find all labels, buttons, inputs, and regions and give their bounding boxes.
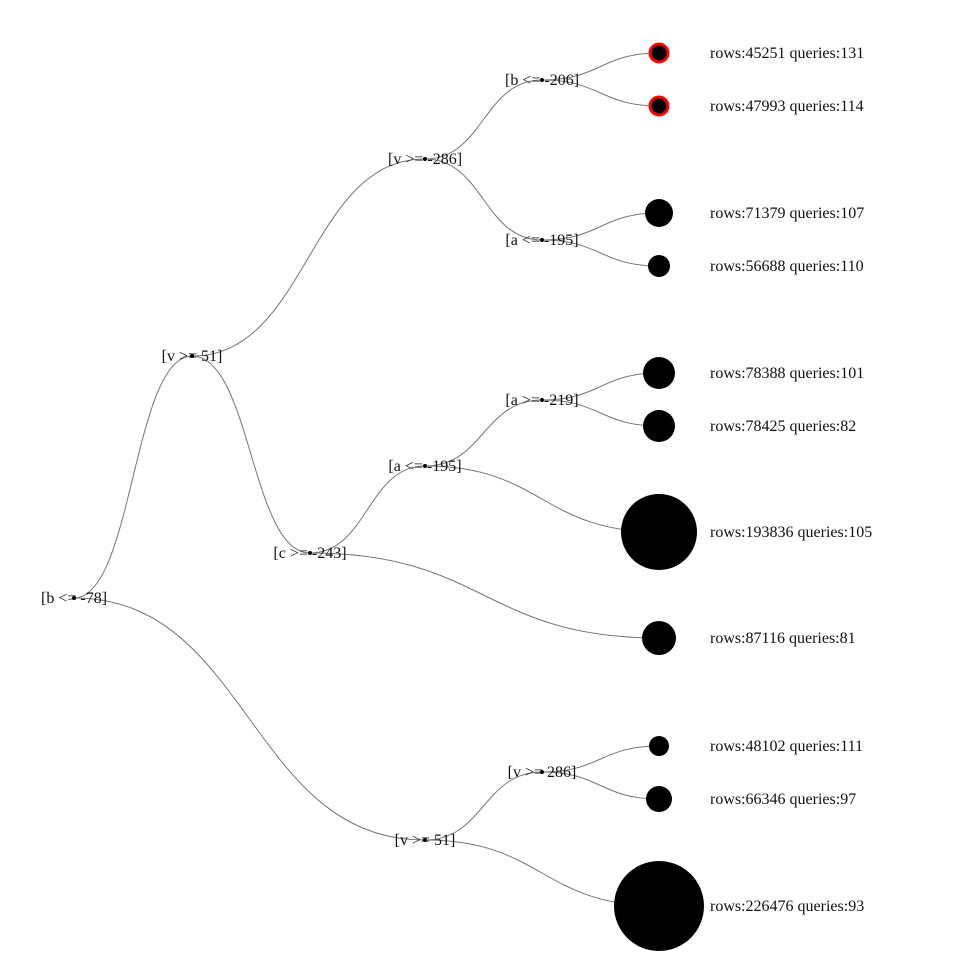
tree-link (541, 52, 660, 81)
leaf-label: rows:47993 queries:114 (710, 98, 864, 115)
split-node-dot[interactable] (308, 551, 312, 555)
tree-link (309, 552, 660, 639)
leaf-node[interactable] (643, 410, 675, 442)
split-node-dot[interactable] (72, 596, 76, 600)
leaf-label: rows:226476 queries:93 (710, 898, 864, 915)
leaf-label: rows:78388 queries:101 (710, 365, 864, 382)
leaf-node[interactable] (648, 255, 670, 277)
tree-link (541, 372, 660, 401)
tree-link (309, 465, 426, 554)
leaf-label: rows:87116 queries:81 (710, 630, 856, 647)
leaf-label: rows:56688 queries:110 (710, 258, 864, 275)
tree-link (191, 355, 311, 554)
split-node-dot[interactable] (540, 238, 544, 242)
tree-link (424, 465, 660, 533)
leaf-label: rows:71379 queries:107 (710, 205, 864, 222)
split-node-dot[interactable] (540, 78, 544, 82)
tree-link (73, 597, 426, 841)
leaf-label: rows:48102 queries:111 (710, 738, 863, 755)
tree-link (541, 79, 660, 107)
tree-link (191, 158, 426, 357)
tree-link (541, 212, 660, 241)
split-node-dot[interactable] (540, 398, 544, 402)
split-node-dot[interactable] (423, 464, 427, 468)
leaf-node[interactable] (645, 199, 673, 227)
split-node-dot[interactable] (190, 354, 194, 358)
leaf-label: rows:193836 queries:105 (710, 524, 872, 541)
tree-link (424, 79, 543, 160)
tree-link (424, 399, 543, 467)
leaf-node[interactable] (648, 42, 670, 64)
tree-link (73, 355, 193, 599)
leaf-label: rows:45251 queries:131 (710, 45, 864, 62)
split-node-dot[interactable] (540, 770, 544, 774)
leaf-node[interactable] (642, 621, 676, 655)
leaf-node[interactable] (649, 736, 669, 756)
tree-link (541, 771, 660, 800)
tree-links (73, 52, 660, 907)
leaf-node[interactable] (648, 95, 670, 117)
tree-link (424, 158, 543, 241)
split-node-dot[interactable] (423, 838, 427, 842)
leaf-node[interactable] (643, 357, 675, 389)
tree-link (541, 399, 660, 427)
leaf-node[interactable] (614, 861, 704, 951)
tree-link (541, 239, 660, 267)
leaf-node[interactable] (646, 786, 672, 812)
leaf-label: rows:78425 queries:82 (710, 418, 856, 435)
split-node-dot[interactable] (423, 157, 427, 161)
tree-nodes: [b <= -78][v >= 51][v >= -286][b <= -206… (41, 42, 872, 951)
tree-link (541, 745, 660, 773)
leaf-node[interactable] (621, 494, 697, 570)
tree-link (424, 771, 543, 841)
leaf-label: rows:66346 queries:97 (710, 791, 856, 808)
